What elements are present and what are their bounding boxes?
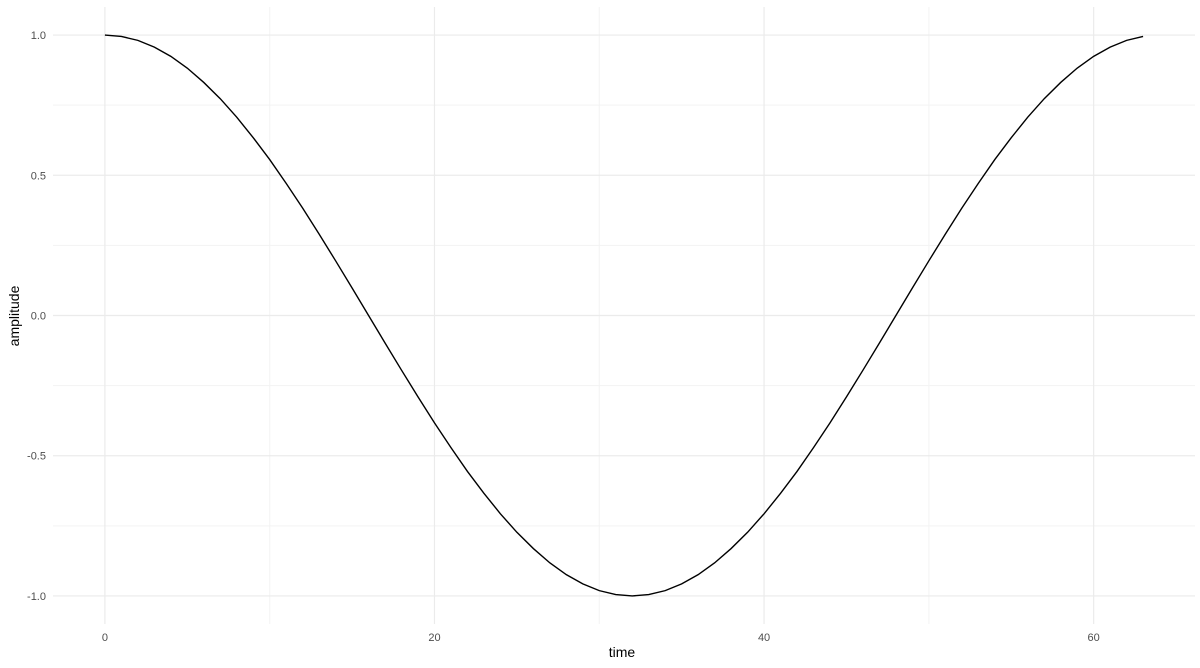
y-tick-label: -0.5 — [27, 451, 46, 463]
y-tick-label: 0.5 — [31, 170, 46, 182]
y-tick-label: 1.0 — [31, 30, 46, 42]
x-tick-label: 20 — [428, 632, 440, 644]
y-axis-ticks: -1.0 -0.5 0.0 0.5 1.0 — [27, 30, 46, 603]
x-axis-title: time — [609, 644, 636, 660]
y-tick-label: 0.0 — [31, 311, 46, 323]
series-line — [104, 34, 1144, 597]
x-tick-label: 0 — [102, 632, 108, 644]
y-axis-title: amplitude — [6, 285, 22, 346]
x-axis-ticks: 0 20 40 60 — [102, 632, 1100, 644]
x-tick-label: 60 — [1088, 632, 1100, 644]
grid — [53, 7, 1195, 624]
series — [104, 34, 1144, 597]
y-tick-label: -1.0 — [27, 591, 46, 603]
x-tick-label: 40 — [758, 632, 770, 644]
